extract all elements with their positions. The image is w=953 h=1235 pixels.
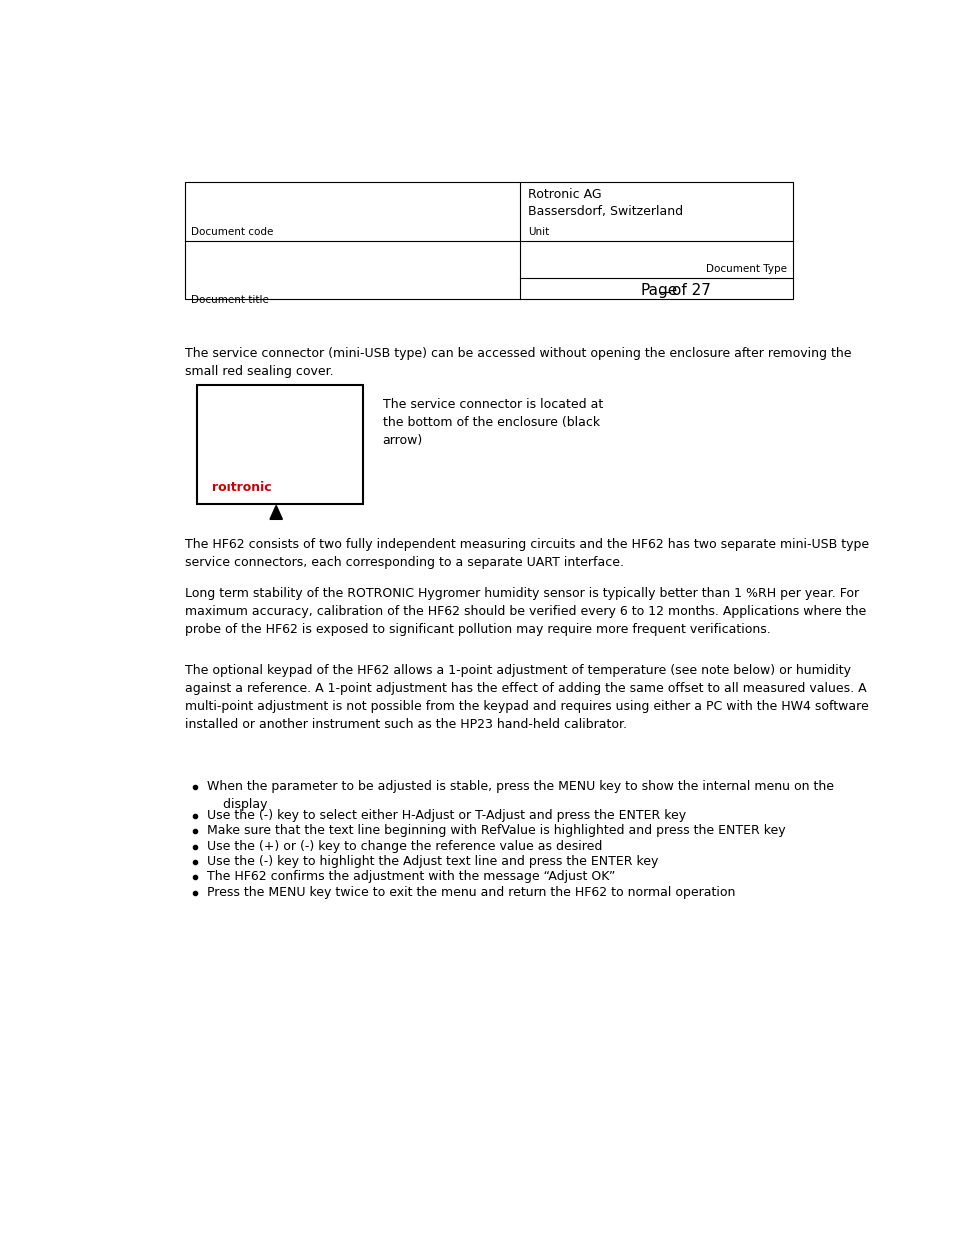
- Text: The service connector (mini-USB type) can be accessed without opening the enclos: The service connector (mini-USB type) ca…: [185, 347, 851, 378]
- Text: Page: Page: [640, 283, 678, 298]
- Text: of 27: of 27: [671, 283, 710, 298]
- Text: When the parameter to be adjusted is stable, press the MENU key to show the inte: When the parameter to be adjusted is sta…: [207, 779, 833, 810]
- Text: The HF62 consists of two fully independent measuring circuits and the HF62 has t: The HF62 consists of two fully independe…: [185, 537, 868, 569]
- Text: Use the (-) key to select either H-Adjust or T-Adjust and press the ENTER key: Use the (-) key to select either H-Adjus…: [207, 809, 685, 821]
- Text: Use the (-) key to highlight the Adjust text line and press the ENTER key: Use the (-) key to highlight the Adjust …: [207, 855, 658, 868]
- Text: Rotronic AG
Bassersdorf, Switzerland: Rotronic AG Bassersdorf, Switzerland: [527, 188, 682, 219]
- Text: The HF62 confirms the adjustment with the message “Adjust OK”: The HF62 confirms the adjustment with th…: [207, 871, 615, 883]
- Text: Document Type: Document Type: [705, 264, 785, 274]
- Text: The optional keypad of the HF62 allows a 1-point adjustment of temperature (see : The optional keypad of the HF62 allows a…: [185, 664, 868, 731]
- Text: Document code: Document code: [192, 227, 274, 237]
- Text: Document title: Document title: [192, 294, 269, 305]
- Text: Long term stability of the ROTRONIC Hygromer humidity sensor is typically better: Long term stability of the ROTRONIC Hygr…: [185, 587, 865, 636]
- Text: Press the MENU key twice to exit the menu and return the HF62 to normal operatio: Press the MENU key twice to exit the men…: [207, 885, 735, 899]
- Text: Make sure that the text line beginning with RefValue is highlighted and press th: Make sure that the text line beginning w…: [207, 824, 784, 837]
- Text: Use the (+) or (-) key to change the reference value as desired: Use the (+) or (-) key to change the ref…: [207, 840, 601, 852]
- Polygon shape: [270, 505, 282, 520]
- Text: The service connector is located at
the bottom of the enclosure (black
arrow): The service connector is located at the …: [382, 399, 602, 447]
- Bar: [196, 384, 363, 504]
- Bar: [185, 182, 792, 299]
- Text: roıtronic: roıtronic: [212, 480, 272, 494]
- Text: Unit: Unit: [527, 227, 548, 237]
